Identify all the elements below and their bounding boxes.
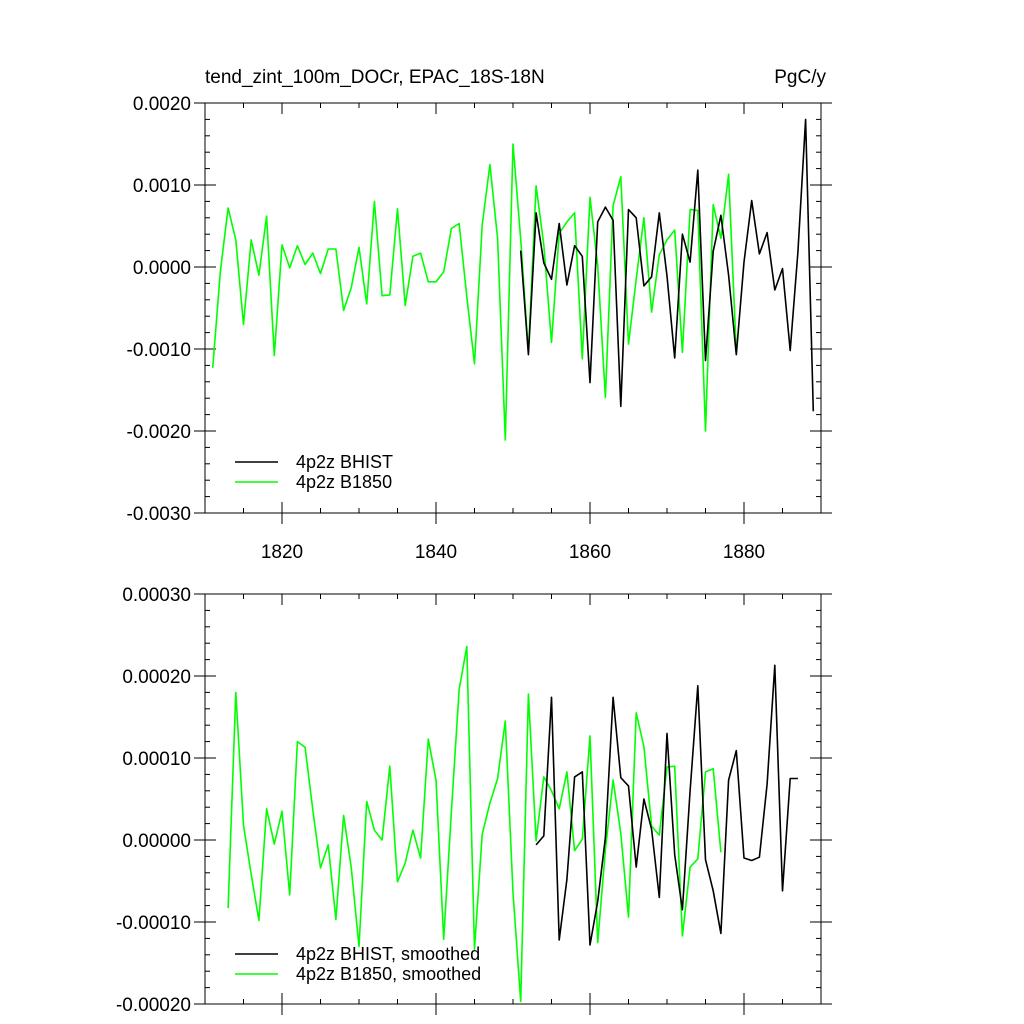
tick-labels: -0.0030 -0.0020 -0.0010 0.0000 0.0010 0.0020 1… (127, 94, 766, 563)
units-label: PgC/y (774, 67, 826, 88)
y-tick-label: 0.0000 (133, 258, 191, 279)
series-line-b1850 (227, 645, 722, 1003)
series-line-b1850 (211, 143, 738, 441)
series-line-bhist (519, 118, 815, 412)
x-tick-label: 1880 (723, 542, 765, 563)
x-tick-label: 1860 (569, 542, 611, 563)
y-tick-label: 0.00020 (122, 667, 191, 688)
tick-labels: -0.00020 -0.00010 0.00000 0.00010 0.00020 0.0… (116, 585, 191, 1016)
legend-label: 4p2z BHIST, smoothed (296, 944, 480, 964)
chart-title: tend_zint_100m_DOCr, EPAC_18S-18N (205, 67, 545, 88)
x-tick-label: 1820 (261, 542, 303, 563)
series-line-bhist (535, 664, 798, 946)
x-tick-label: 1840 (415, 542, 457, 563)
y-tick-label: -0.00010 (116, 913, 191, 934)
bottom-panel: -0.00020 -0.00010 0.00000 0.00010 0.00020 0.0… (116, 585, 832, 1016)
y-tick-label: 0.0020 (133, 94, 191, 115)
y-tick-label: 0.00030 (122, 585, 191, 606)
y-tick-label: 0.00010 (122, 749, 191, 770)
legend-label: 4p2z B1850, smoothed (296, 964, 481, 984)
y-tick-label: -0.0020 (127, 422, 191, 443)
plot-frame (204, 593, 822, 1005)
top-panel: tend_zint_100m_DOCr, EPAC_18S-18N PgC/y … (127, 67, 832, 563)
legend-label: 4p2z B1850 (296, 472, 392, 492)
y-tick-label: -0.0030 (127, 504, 191, 525)
axis-ticks (194, 593, 832, 1015)
legend-label: 4p2z BHIST (296, 452, 393, 472)
series-group (227, 645, 798, 1003)
plot-frame (204, 102, 822, 514)
y-tick-label: 0.0010 (133, 176, 191, 197)
series-group (211, 118, 815, 441)
y-tick-label: -0.00020 (116, 995, 191, 1016)
y-tick-label: -0.0010 (127, 340, 191, 361)
y-tick-label: 0.00000 (122, 831, 191, 852)
